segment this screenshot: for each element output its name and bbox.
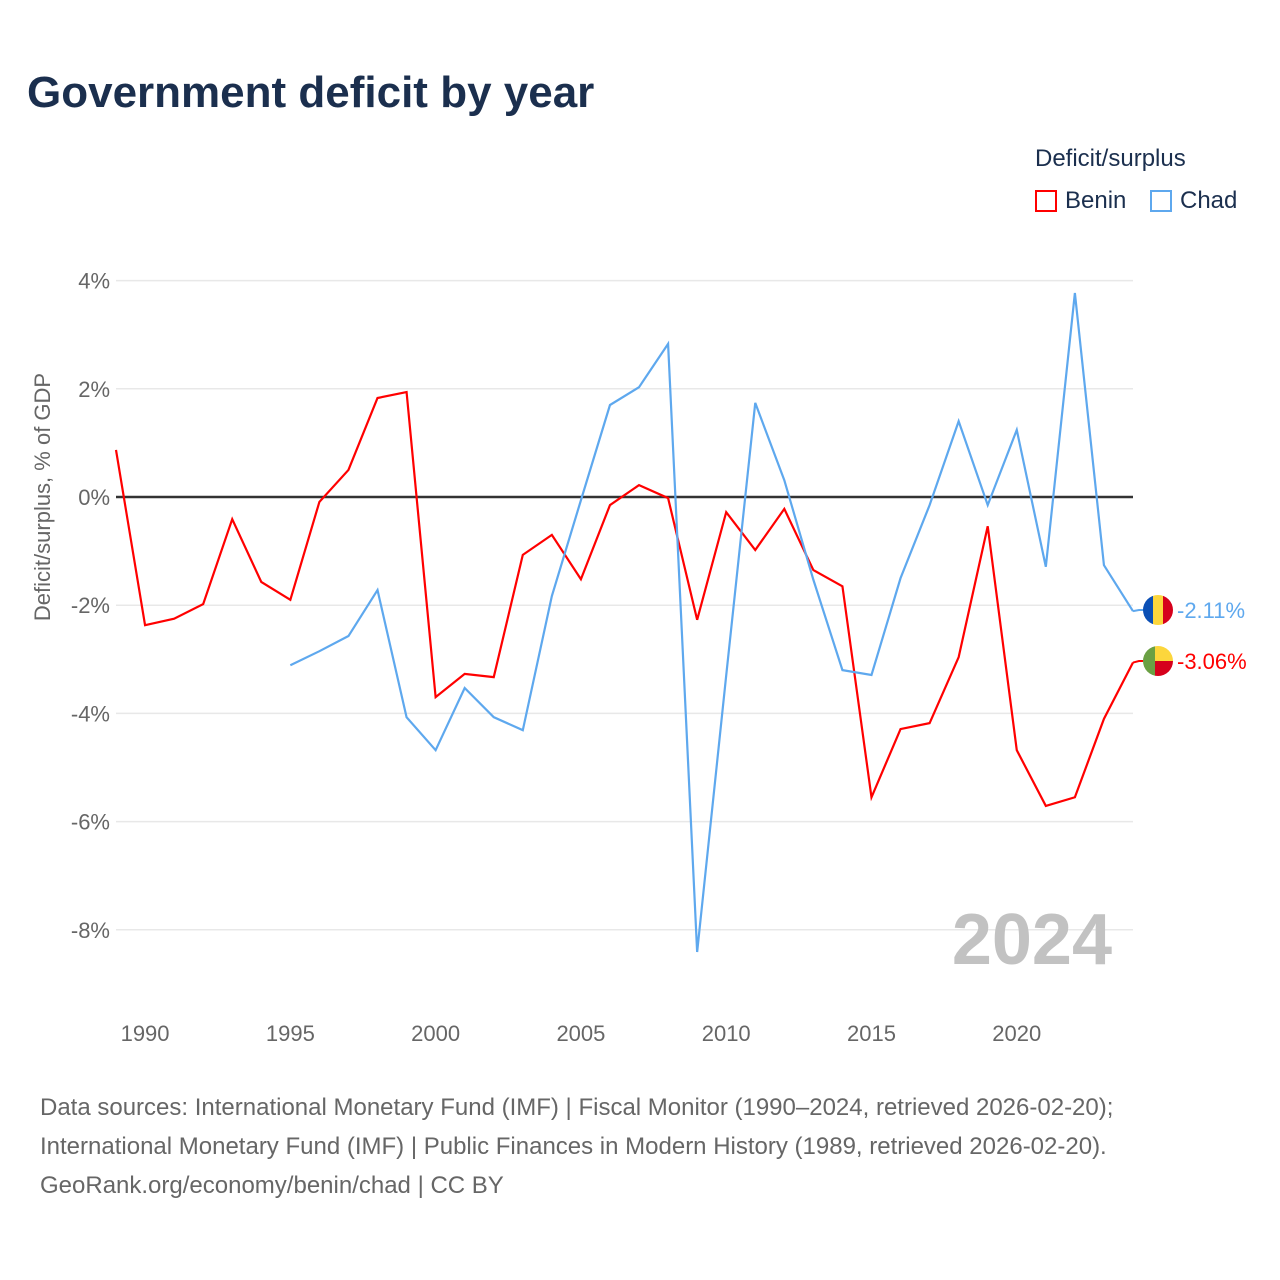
footer: Data sources: International Monetary Fun… [40,1088,1113,1205]
footer-credit[interactable]: GeoRank.org/economy/benin/chad | CC BY [40,1172,504,1199]
y-tick-label: -4% [71,701,110,726]
end-connector [1132,660,1143,664]
footer-source-2: International Monetary Fund (IMF) | Publ… [40,1133,1107,1160]
y-tick-label: -8% [71,918,110,943]
chad-flag-icon [1143,595,1173,625]
footer-source-1: Data sources: International Monetary Fun… [40,1094,1114,1121]
x-tick-label: 2000 [411,1021,460,1046]
series-line-chad [289,292,1134,953]
series-line-benin [114,390,1134,808]
x-tick-label: 2015 [847,1021,896,1046]
legend-title: Deficit/surplus [1035,145,1186,172]
legend-swatch-chad [1150,190,1172,212]
legend-item-benin[interactable]: Benin [1035,187,1126,215]
y-tick-label: -6% [71,810,110,835]
end-value-label-benin: -3.06% [1177,649,1247,674]
legend-label-chad: Chad [1180,187,1238,214]
legend-item-chad[interactable]: Chad [1150,187,1237,215]
x-tick-label: 1995 [266,1021,315,1046]
y-tick-label: -2% [71,593,110,618]
benin-flag-icon [1143,646,1173,676]
x-tick-label: 2010 [702,1021,751,1046]
legend-swatch-benin [1035,190,1057,212]
chart-title: Government deficit by year [27,68,595,117]
x-tick-label: 1990 [121,1021,170,1046]
x-tick-label: 2020 [992,1021,1041,1046]
y-tick-label: 4% [78,269,110,294]
y-tick-label: 0% [78,485,110,510]
year-watermark: 2024 [952,900,1112,980]
y-tick-label: 2% [78,377,110,402]
legend-label-benin: Benin [1065,187,1127,214]
end-value-label-chad: -2.11% [1177,598,1245,623]
y-axis-label: Deficit/surplus, % of GDP [30,373,55,621]
end-connector [1132,609,1143,613]
x-tick-label: 2005 [556,1021,605,1046]
